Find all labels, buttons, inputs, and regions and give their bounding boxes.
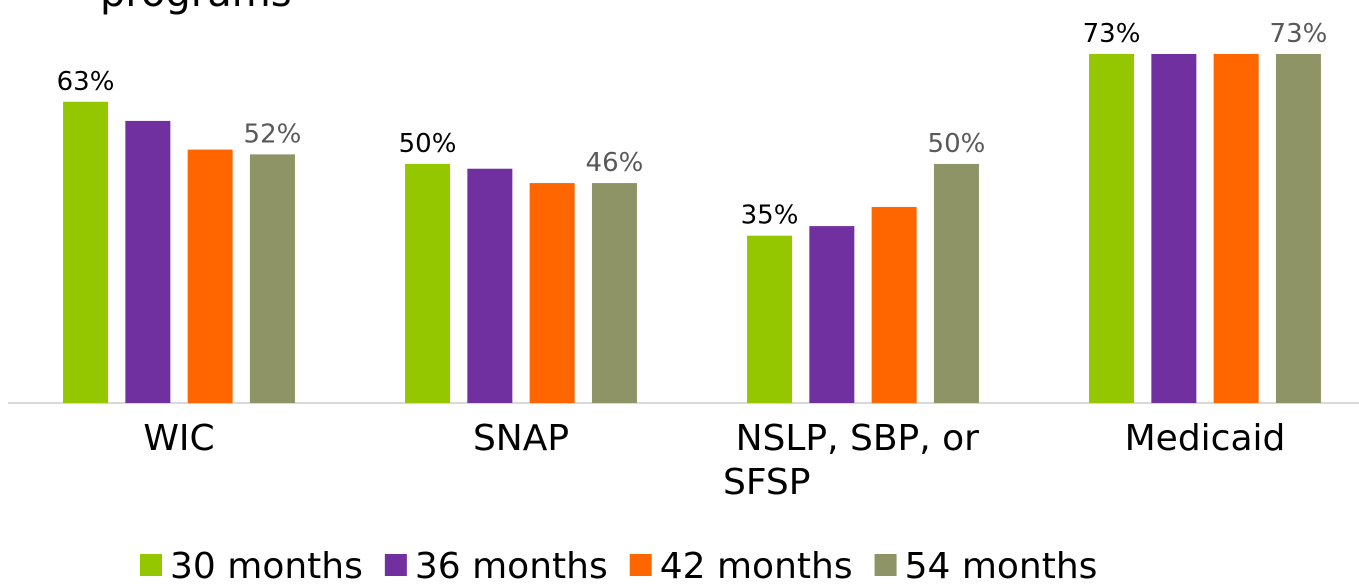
data-label: 73% (1270, 19, 1328, 49)
bar (529, 183, 575, 403)
legend-label: 54 months (905, 546, 1098, 586)
legend-swatch (629, 554, 652, 576)
legend-label: 42 months (660, 546, 853, 586)
bar (1151, 53, 1197, 403)
bar (1089, 53, 1135, 403)
bar (871, 206, 917, 403)
legend-swatch (140, 554, 162, 576)
bar (1213, 53, 1259, 403)
bar (747, 235, 793, 403)
data-label: 50% (928, 129, 986, 159)
bar (467, 168, 513, 403)
chart-title: programs (100, 0, 292, 16)
bar (125, 120, 171, 403)
data-label: 46% (586, 148, 644, 178)
x-tick-label: Medicaid (1125, 418, 1286, 459)
bar (591, 183, 637, 403)
data-label: 35% (741, 201, 799, 231)
data-label: 73% (1083, 19, 1141, 49)
data-label: 50% (399, 129, 457, 159)
data-label: 63% (57, 67, 115, 97)
legend-swatch (874, 554, 897, 576)
x-tick-label: SNAP (473, 418, 569, 459)
bar (249, 154, 295, 403)
bar (1275, 53, 1321, 403)
x-tick-label: NSLP, SBP, or SFSP (723, 418, 990, 503)
bar (63, 101, 109, 403)
bar (933, 163, 979, 403)
bar (809, 226, 855, 403)
legend-label: 36 months (415, 546, 608, 586)
data-label: 52% (244, 119, 302, 149)
legend-label: 30 months (170, 546, 363, 586)
x-tick-label: WIC (143, 418, 214, 459)
bar (405, 163, 451, 403)
bar (187, 149, 233, 403)
legend-swatch (384, 554, 407, 576)
